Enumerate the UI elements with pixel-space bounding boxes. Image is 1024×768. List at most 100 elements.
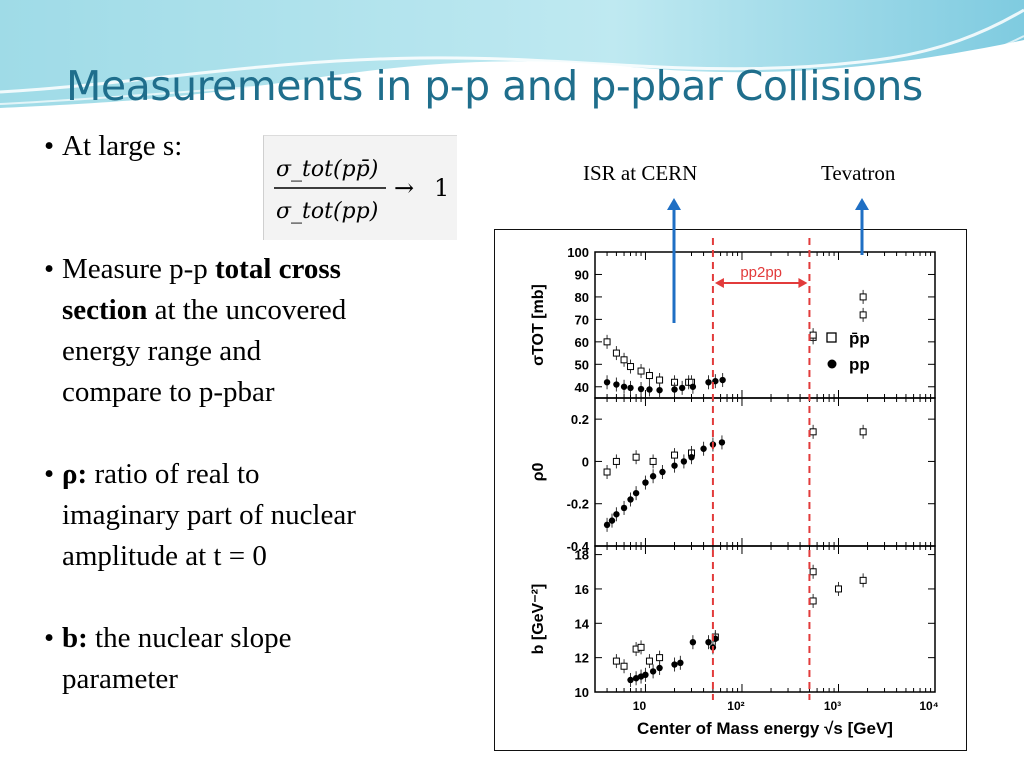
data-point-pp [705, 379, 712, 386]
data-point-pp [680, 458, 688, 465]
data-point-pbarp [671, 451, 679, 459]
y-axis-label-rho: ρ0 [530, 463, 547, 482]
data-point-pp [656, 386, 663, 394]
data-point-pp [719, 376, 726, 384]
data-point-pp [689, 638, 697, 646]
bullet-bold-text: b: [62, 622, 88, 654]
data-point-pbarp [637, 643, 645, 651]
formula-denominator: σ_tot(pp) [276, 199, 378, 224]
data-point-pbarp [859, 428, 867, 436]
data-point-pp [608, 517, 616, 524]
legend-symbol-pbarp [826, 332, 837, 343]
data-point-pp [603, 379, 611, 386]
formula-numerator: σ_tot(pp̄) [276, 157, 378, 182]
data-point-pp [671, 386, 678, 393]
x-axis-label: Center of Mass energy √s [GeV] [637, 719, 893, 738]
data-point-pbarp [859, 311, 867, 319]
data-point-pbarp [645, 657, 653, 665]
data-point-pp [627, 384, 634, 392]
bullet-large-s: • At large s: [44, 126, 464, 167]
bullet-text: at the uncovered [147, 294, 347, 326]
x-tick-label: 10³ [824, 699, 841, 713]
data-point-pbarp [603, 468, 611, 476]
data-point-pbarp [656, 654, 664, 662]
tevatron-label: Tevatron [821, 161, 896, 185]
data-point-pbarp [627, 363, 635, 371]
x-tick-label: 10 [633, 699, 647, 713]
x-tick-label: 10⁴ [919, 699, 938, 713]
data-point-pp [671, 661, 678, 668]
bullet-text: the nuclear slope [87, 622, 292, 654]
y-tick-label: 50 [575, 357, 589, 372]
data-point-pbarp [859, 576, 867, 584]
data-point-pbarp [809, 597, 817, 605]
bullet-bold-text: section [62, 294, 148, 326]
header-wave-decoration [0, 0, 1024, 108]
data-point-pp [700, 445, 707, 452]
plot-svg: 40 50 60 70 80 90 100 σTOT [mb] 0.2 0 -0.2 -0.4 ρ0 10… [530, 245, 939, 738]
data-point-pp [659, 468, 666, 476]
bullet-bold-text: ρ: [62, 458, 88, 490]
data-point-pp [642, 479, 649, 486]
legend-symbol-pp [827, 359, 837, 369]
panel-frame-rho [594, 397, 936, 547]
arrowhead-up-icon [667, 198, 681, 210]
data-point-pbarp [859, 293, 867, 301]
data-point-pp [632, 675, 640, 682]
y-tick-label: 40 [575, 380, 589, 395]
data-point-pp [627, 496, 634, 503]
bullet-measure: • Measure p-p total cross section at the… [44, 249, 464, 413]
bullet-text: compare to p-pbar [62, 376, 275, 408]
y-tick-label: 60 [575, 335, 589, 350]
data-point-pbarp [809, 568, 817, 576]
bullet-dot: • [44, 130, 55, 162]
bullet-text: ratio of real to [87, 458, 260, 490]
bullet-text: energy range and [62, 335, 262, 367]
y-tick-label: 14 [575, 616, 590, 631]
panel-frame-b [594, 545, 936, 693]
slide-title: Measurements in p-p and p-pbar Collision… [66, 62, 923, 110]
bullet-dot: • [44, 622, 55, 654]
bullet-text: imaginary part of nuclear [62, 499, 356, 531]
cross-section-plot: 40 50 60 70 80 90 100 σTOT [mb] 0.2 0 -0.2 -0.4 ρ0 10… [494, 229, 967, 751]
bullet-dot: • [44, 253, 55, 285]
data-point-pbarp [620, 662, 628, 670]
data-point-pp [632, 489, 640, 497]
arrowhead-up-icon [855, 198, 869, 210]
data-point-pp [637, 385, 645, 393]
data-point-pp [705, 638, 712, 646]
y-tick-label: 16 [575, 582, 589, 597]
data-point-pbarp [649, 457, 657, 465]
data-point-pbarp [656, 376, 664, 384]
y-tick-label: 80 [575, 290, 589, 305]
data-point-pp [649, 473, 657, 480]
bullet-text: amplitude at t = 0 [62, 540, 267, 572]
bullet-text: At large s: [62, 130, 183, 162]
bullet-b: • b: the nuclear slope parameter [44, 618, 464, 700]
data-point-pp [649, 668, 657, 675]
data-point-pp [627, 676, 634, 684]
y-tick-label: 18 [575, 548, 589, 563]
data-point-pbarp [834, 585, 842, 593]
data-point-pp [677, 659, 684, 666]
data-point-pp [620, 504, 628, 512]
data-point-pp [620, 383, 628, 390]
data-point-pp [678, 384, 686, 392]
legend-label: p̄p [849, 329, 870, 348]
data-point-pbarp [809, 331, 817, 339]
y-tick-label: 12 [575, 651, 589, 666]
data-point-pbarp [612, 457, 620, 465]
bullet-dot: • [44, 458, 55, 490]
y-tick-label: -0.4 [567, 539, 590, 554]
data-point-pp [712, 377, 719, 385]
y-tick-label: -0.2 [567, 497, 589, 512]
data-point-pp [718, 439, 726, 446]
data-point-pp [709, 441, 717, 448]
y-axis-label-sigma: σTOT [mb] [530, 284, 547, 366]
data-point-pp [656, 664, 663, 672]
formula-limit: 1 [434, 174, 449, 202]
data-point-pp [646, 386, 653, 393]
legend-label: pp [849, 355, 870, 374]
x-tick-label: 10² [727, 699, 744, 713]
y-tick-label: 0.2 [571, 412, 589, 427]
